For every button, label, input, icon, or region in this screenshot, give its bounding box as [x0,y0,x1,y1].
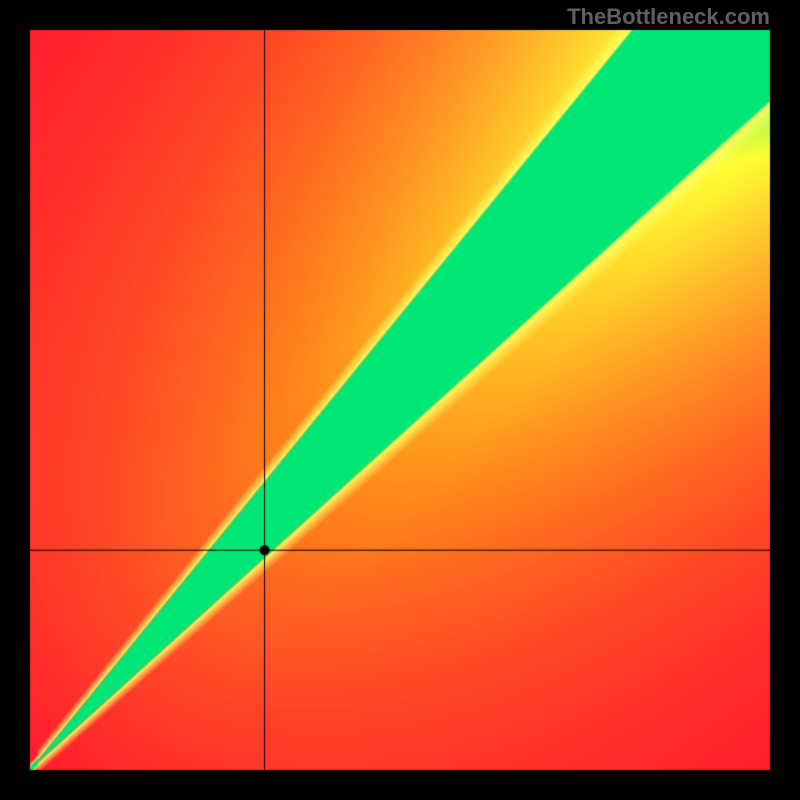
chart-container: TheBottleneck.com [0,0,800,800]
watermark-text: TheBottleneck.com [567,4,770,30]
bottleneck-heatmap [0,0,800,800]
